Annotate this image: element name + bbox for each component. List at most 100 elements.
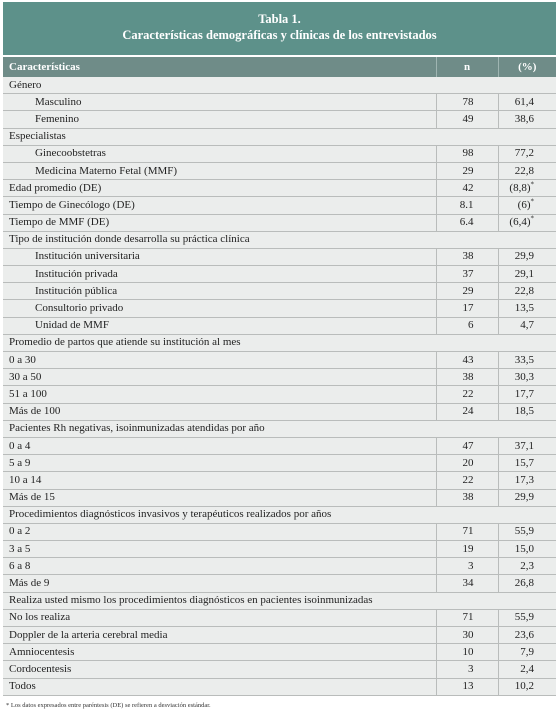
section-label: Realiza usted mismo los procedimientos d… — [3, 592, 556, 610]
column-header: (%) — [497, 55, 556, 77]
footnote: * Los datos expresados entre paréntesis … — [6, 701, 211, 709]
percent-cell: 17,3 — [497, 471, 556, 490]
count-cell: 8.1 — [435, 196, 498, 215]
section-row: Realiza usted mismo los procedimientos d… — [3, 592, 556, 610]
count-cell: 71 — [435, 523, 498, 542]
section-row: Promedio de partos que atiende su instit… — [3, 334, 556, 353]
data-row: 30 a 50 38 30,3 — [3, 368, 556, 387]
data-row: Edad promedio (DE) 42 (8,8)* — [3, 179, 556, 198]
percent-value: 10,2 — [514, 680, 534, 693]
percent-value: 22,8 — [514, 164, 534, 177]
data-row: Más de 15 38 29,9 — [3, 489, 556, 507]
percent-cell: 30,3 — [497, 368, 556, 387]
count-cell: 29 — [435, 162, 498, 181]
row-label: 3 a 5 — [3, 540, 436, 559]
count-cell: 42 — [435, 179, 498, 198]
percent-cell: (6,4)* — [497, 214, 556, 232]
section-row: Procedimientos diagnósticos invasivos y … — [3, 506, 556, 524]
percent-cell: 33,5 — [497, 351, 556, 370]
row-label: Ginecoobstetras — [3, 145, 436, 163]
count-cell: 78 — [435, 93, 498, 112]
percent-value: 29,1 — [514, 267, 534, 280]
row-label: Medicina Materno Fetal (MMF) — [3, 162, 436, 181]
percent-cell: 22,8 — [497, 282, 556, 301]
data-row: Más de 100 24 18,5 — [3, 403, 556, 421]
data-row: 5 a 9 20 15,7 — [3, 454, 556, 473]
data-row: 51 a 100 22 17,7 — [3, 385, 556, 404]
count-cell: 30 — [435, 626, 498, 645]
data-row: Consultorio privado 17 13,5 — [3, 299, 556, 318]
column-header: Características — [3, 55, 436, 77]
percent-cell: 38,6 — [497, 110, 556, 129]
data-row: 0 a 30 43 33,5 — [3, 351, 556, 370]
percent-cell: 61,4 — [497, 93, 556, 112]
count-cell: 6.4 — [435, 214, 498, 232]
data-row: 3 a 5 19 15,0 — [3, 540, 556, 559]
percent-cell: 55,9 — [497, 523, 556, 542]
row-label: 0 a 30 — [3, 351, 436, 370]
row-label: Amniocentesis — [3, 643, 436, 662]
note-mark: * — [530, 197, 535, 206]
data-row: 10 a 14 22 17,3 — [3, 471, 556, 490]
percent-value: 55,9 — [514, 611, 534, 624]
row-label: Más de 9 — [3, 574, 436, 593]
table-banner: Tabla 1. Características demográficas y … — [3, 2, 556, 55]
section-label: Promedio de partos que atiende su instit… — [3, 334, 556, 353]
count-cell: 38 — [435, 368, 498, 387]
count-cell: 34 — [435, 574, 498, 593]
percent-value: (8,8) — [509, 181, 531, 194]
count-cell: 3 — [435, 557, 498, 576]
percent-cell: 23,6 — [497, 626, 556, 645]
row-label: 51 a 100 — [3, 385, 436, 404]
percent-value: 4,7 — [520, 319, 534, 332]
percent-value: 2,4 — [520, 662, 534, 675]
count-cell: 20 — [435, 454, 498, 473]
column-header: n — [435, 55, 498, 77]
percent-cell: 2,3 — [497, 557, 556, 576]
data-row: Doppler de la arteria cerebral media 30 23… — [3, 626, 556, 645]
percent-value: 33,5 — [514, 353, 534, 366]
row-label: Más de 100 — [3, 403, 436, 421]
count-cell: 47 — [435, 437, 498, 456]
percent-value: 17,3 — [514, 473, 534, 486]
row-label: Tiempo de Ginecólogo (DE) — [3, 196, 436, 215]
count-cell: 3 — [435, 660, 498, 679]
section-label: Especialistas — [3, 128, 556, 146]
percent-value: 23,6 — [514, 628, 534, 641]
row-label: 0 a 2 — [3, 523, 436, 542]
data-row: 6 a 8 3 2,3 — [3, 557, 556, 576]
table-title: Características demográficas y clínicas … — [122, 28, 437, 42]
percent-value: 18,5 — [514, 405, 534, 418]
percent-value: 26,8 — [514, 577, 534, 590]
row-label: Edad promedio (DE) — [3, 179, 436, 198]
percent-cell: 55,9 — [497, 609, 556, 628]
data-row: No los realiza 71 55,9 — [3, 609, 556, 628]
count-cell: 37 — [435, 265, 498, 284]
percent-cell: 13,5 — [497, 299, 556, 318]
row-label: Doppler de la arteria cerebral media — [3, 626, 436, 645]
percent-value: 30,3 — [514, 370, 534, 383]
percent-value: 55,9 — [514, 525, 534, 538]
data-row: Tiempo de Ginecólogo (DE) 8.1 (6)* — [3, 196, 556, 215]
row-label: Institución universitaria — [3, 248, 436, 267]
percent-value: 2,3 — [520, 559, 534, 572]
row-label: Todos — [3, 678, 436, 696]
count-cell: 22 — [435, 471, 498, 490]
row-label: 10 a 14 — [3, 471, 436, 490]
row-label: 30 a 50 — [3, 368, 436, 387]
percent-value: 38,6 — [514, 112, 534, 125]
percent-cell: 10,2 — [497, 678, 556, 696]
percent-cell: 37,1 — [497, 437, 556, 456]
percent-cell: 2,4 — [497, 660, 556, 679]
percent-value: 7,9 — [520, 645, 534, 658]
percent-value: 77,2 — [514, 147, 534, 160]
row-label: Femenino — [3, 110, 436, 129]
percent-cell: 7,9 — [497, 643, 556, 662]
section-label: Procedimientos diagnósticos invasivos y … — [3, 506, 556, 524]
percent-value: 15,7 — [514, 456, 534, 469]
data-row: Ginecoobstetras 98 77,2 — [3, 145, 556, 163]
note-mark: * — [530, 214, 535, 223]
table-figure: Tabla 1. Características demográficas y … — [3, 2, 556, 709]
percent-value: 37,1 — [514, 439, 534, 452]
